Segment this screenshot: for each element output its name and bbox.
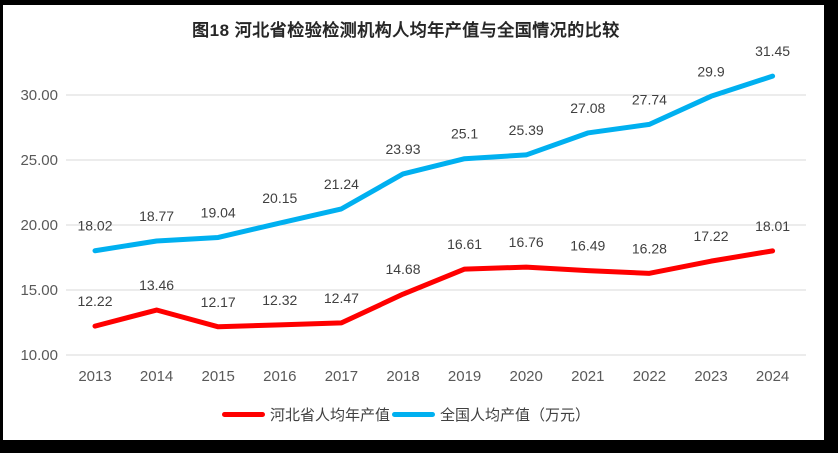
data-label: 25.39 bbox=[509, 122, 544, 138]
x-axis-label: 2018 bbox=[386, 368, 419, 385]
x-axis-label: 2014 bbox=[140, 368, 173, 385]
x-axis-label: 2019 bbox=[448, 368, 481, 385]
x-axis-label: 2016 bbox=[263, 368, 296, 385]
frame-border-left bbox=[0, 0, 3, 453]
legend-item-national: 全国人均产值（万元） bbox=[392, 404, 590, 425]
legend-item-hebei: 河北省人均年产值 bbox=[221, 404, 390, 425]
data-label: 13.46 bbox=[139, 277, 174, 293]
data-label: 18.01 bbox=[755, 218, 790, 234]
y-tick-label: 15.00 bbox=[20, 282, 58, 299]
series-line-hebei bbox=[92, 248, 776, 330]
data-label: 25.1 bbox=[451, 126, 478, 142]
x-axis-label: 2023 bbox=[694, 368, 727, 385]
x-axis-label: 2022 bbox=[633, 368, 666, 385]
data-label: 21.24 bbox=[324, 176, 359, 192]
frame-border-top bbox=[0, 0, 838, 5]
y-tick-label: 30.00 bbox=[20, 87, 58, 104]
data-label: 14.68 bbox=[385, 261, 420, 277]
data-label: 16.49 bbox=[570, 238, 605, 254]
data-label: 16.76 bbox=[509, 234, 544, 250]
data-label: 12.22 bbox=[77, 293, 112, 309]
data-label: 20.15 bbox=[262, 190, 297, 206]
data-label: 18.77 bbox=[139, 208, 174, 224]
data-label: 12.32 bbox=[262, 292, 297, 308]
data-label: 12.17 bbox=[201, 294, 236, 310]
x-axis-label: 2020 bbox=[510, 368, 543, 385]
frame-border-bottom bbox=[0, 440, 838, 453]
legend-swatch-hebei bbox=[221, 412, 265, 417]
legend-swatch-national bbox=[392, 412, 435, 417]
x-axis-label: 2013 bbox=[78, 368, 111, 385]
x-axis-label: 2017 bbox=[325, 368, 358, 385]
y-tick-label: 20.00 bbox=[20, 217, 58, 234]
data-label: 27.08 bbox=[570, 100, 605, 116]
y-tick-label: 10.00 bbox=[20, 347, 58, 364]
data-label: 23.93 bbox=[385, 141, 420, 157]
chart-legend: 河北省人均年产值 全国人均产值（万元） bbox=[0, 404, 812, 425]
x-axis-label: 2024 bbox=[756, 368, 789, 385]
data-label: 17.22 bbox=[693, 228, 728, 244]
x-axis-label: 2021 bbox=[571, 368, 604, 385]
series-line-national bbox=[92, 73, 776, 254]
chart-title: 图18 河北省检验检测机构人均年产值与全国情况的比较 bbox=[192, 21, 620, 40]
x-axis-label: 2015 bbox=[202, 368, 235, 385]
frame-border-right bbox=[824, 0, 838, 453]
y-tick-label: 25.00 bbox=[20, 152, 58, 169]
data-label: 29.9 bbox=[697, 63, 724, 79]
legend-label-national: 全国人均产值（万元） bbox=[440, 407, 591, 424]
data-label: 16.28 bbox=[632, 240, 667, 256]
data-label: 19.04 bbox=[201, 204, 236, 220]
data-label: 31.45 bbox=[755, 43, 790, 59]
data-label: 27.74 bbox=[632, 91, 667, 107]
data-label: 12.47 bbox=[324, 290, 359, 306]
data-label: 18.02 bbox=[77, 218, 112, 234]
legend-label-hebei: 河北省人均年产值 bbox=[269, 407, 390, 424]
data-label: 16.61 bbox=[447, 236, 482, 252]
